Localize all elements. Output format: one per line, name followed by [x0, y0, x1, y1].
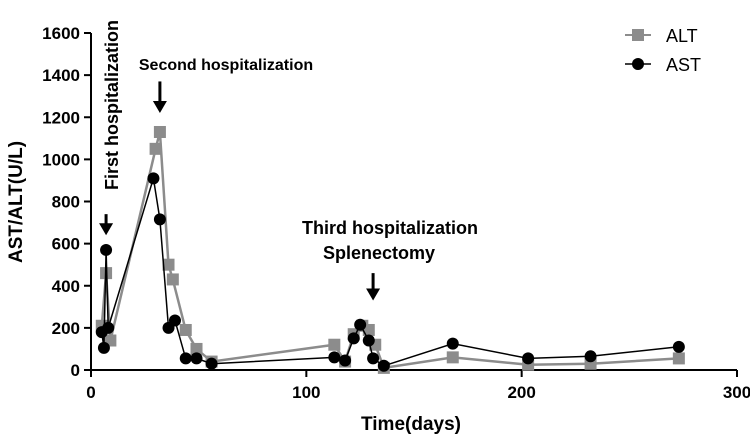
x-tick-label: 200 [507, 383, 535, 402]
legend-label-ast: AST [666, 55, 701, 75]
data-point-ast [168, 314, 181, 327]
data-point-alt [153, 125, 166, 138]
data-point-alt [190, 342, 203, 355]
data-point-ast [102, 321, 115, 334]
data-point-alt [149, 142, 162, 155]
annotation-arrow [152, 81, 167, 114]
arrow-head [99, 223, 114, 236]
data-point-ast [205, 357, 218, 370]
data-point-ast [100, 243, 113, 256]
data-point-ast [672, 340, 685, 353]
data-point-alt [446, 351, 459, 364]
annotation-arrow [99, 214, 114, 236]
data-point-ast [362, 334, 375, 347]
annotation-arrow [366, 273, 381, 301]
legend-label-alt: ALT [666, 26, 698, 46]
data-point-ast [354, 318, 367, 331]
y-tick-label: 200 [52, 319, 80, 338]
arrow-head [152, 101, 167, 114]
data-point-alt [362, 323, 375, 336]
legend: ALT AST [625, 26, 701, 75]
x-tick-label: 300 [723, 383, 750, 402]
axes [90, 33, 737, 371]
data-point-ast [147, 172, 160, 185]
ticks: 0 200 400 600 800 1000 1200 1400 1600 0 100 200 300 [42, 24, 750, 402]
data-point-alt [162, 258, 175, 271]
legend-marker-ast [632, 58, 644, 70]
data-point-ast [584, 350, 597, 363]
series-line-ast [101, 178, 679, 367]
annotation-first-hospitalization: First hospitalization [102, 20, 122, 190]
legend-marker-alt [632, 29, 644, 41]
arrows [99, 81, 381, 301]
data-point-ast [522, 352, 535, 365]
data-point-ast [190, 352, 203, 365]
series-ast [95, 172, 685, 372]
data-point-ast [153, 213, 166, 226]
x-tick-label: 100 [292, 383, 320, 402]
y-tick-label: 1200 [42, 108, 80, 127]
data-point-alt [672, 352, 685, 365]
y-tick-label: 400 [52, 277, 80, 296]
data-point-ast [328, 351, 341, 364]
data-point-alt [166, 273, 179, 286]
series-layer [95, 125, 685, 374]
y-tick-label: 0 [71, 361, 80, 380]
legend-item-ast: AST [625, 55, 701, 75]
data-point-alt [179, 323, 192, 336]
y-tick-label: 1000 [42, 150, 80, 169]
y-axis-title: AST/ALT(U/L) [6, 141, 27, 263]
data-point-ast [97, 341, 110, 354]
data-point-ast [446, 337, 459, 350]
data-point-alt [328, 338, 341, 351]
data-point-ast [347, 332, 360, 345]
annotation-splenectomy: Splenectomy [323, 243, 435, 263]
annotation-third-hospitalization: Third hospitalization [302, 218, 478, 238]
data-point-ast [179, 352, 192, 365]
data-point-ast [367, 352, 380, 365]
data-point-ast [339, 354, 352, 367]
annotations: First hospitalization Second hospitaliza… [102, 20, 478, 263]
annotation-second-hospitalization: Second hospitalization [139, 57, 313, 74]
legend-item-alt: ALT [625, 26, 698, 46]
y-tick-label: 1600 [42, 24, 80, 43]
x-axis-title: Time(days) [361, 414, 461, 435]
y-tick-label: 800 [52, 193, 80, 212]
y-tick-label: 1400 [42, 66, 80, 85]
arrow-head [366, 288, 381, 301]
x-tick-label: 0 [86, 383, 95, 402]
data-point-ast [377, 359, 390, 372]
y-tick-label: 600 [52, 235, 80, 254]
